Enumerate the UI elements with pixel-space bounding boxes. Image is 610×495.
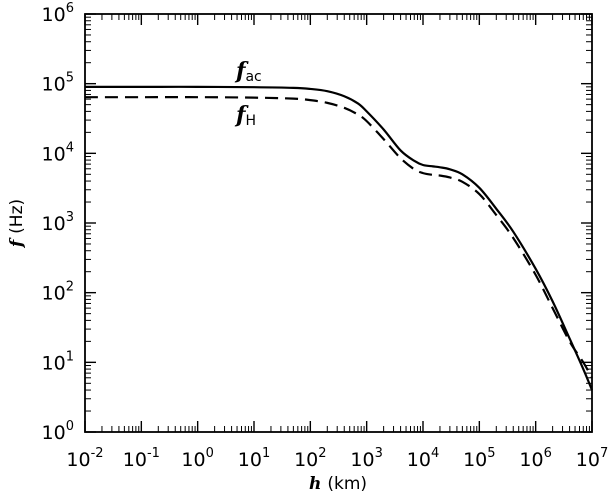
x-tick-label: 105 — [463, 446, 495, 471]
y-axis-unit: (Hz) — [7, 199, 27, 234]
series-label-fac-subscript: ac — [245, 69, 261, 85]
x-tick-label: 106 — [519, 446, 551, 471]
series-curves — [84, 85, 594, 391]
x-axis-unit: (km) — [327, 474, 367, 494]
x-tick-label: 104 — [407, 446, 439, 471]
y-tick-label: 106 — [42, 1, 74, 26]
y-tick-label: 105 — [42, 71, 74, 96]
tick-labels: 10-2 10-1 100 101 102 103 104 105 106 107 100 101 10… — [42, 1, 609, 471]
y-tick-label: 100 — [42, 419, 74, 444]
series-label-fh-subscript: H — [245, 113, 256, 129]
x-tick-label: 102 — [294, 446, 326, 471]
series-label-fh: fH — [234, 102, 256, 129]
y-tick-label: 102 — [42, 280, 74, 305]
y-axis-label: f (Hz) — [7, 199, 27, 248]
y-tick-label: 101 — [42, 349, 74, 374]
x-axis-symbol: h — [309, 474, 321, 494]
x-tick-label: 103 — [350, 446, 382, 471]
y-tick-label: 104 — [42, 140, 74, 165]
series-label-fh-symbol: f — [234, 102, 249, 128]
series-label-fac: fac — [234, 58, 262, 85]
series-line-fh — [84, 96, 593, 379]
x-tick-label: 10-1 — [123, 446, 160, 471]
x-axis-label: h (km) — [309, 474, 367, 494]
x-tick-label: 107 — [576, 446, 608, 471]
y-axis-symbol: f — [7, 237, 27, 248]
series-label-fac-symbol: f — [234, 58, 249, 84]
plot-frame — [84, 13, 593, 433]
axis-ticks — [84, 13, 593, 433]
x-tick-label: 10-2 — [66, 446, 103, 471]
x-tick-label: 101 — [238, 446, 270, 471]
x-tick-label: 100 — [181, 446, 213, 471]
series-line-fac — [85, 85, 594, 391]
y-tick-label: 103 — [42, 210, 74, 235]
